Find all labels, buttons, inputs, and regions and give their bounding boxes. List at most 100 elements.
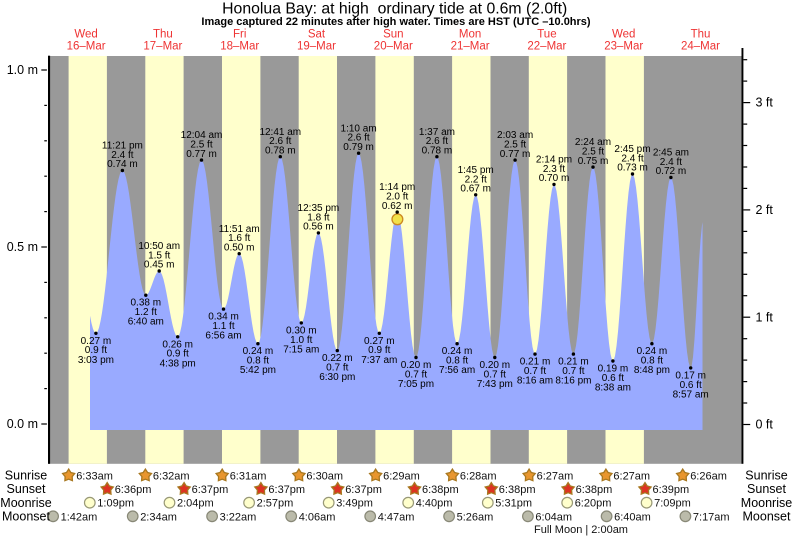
svg-text:Honolua Bay: at high ordinary: Honolua Bay: at high ordinary tide at 0.…	[222, 0, 567, 17]
svg-text:2:45 pm: 2:45 pm	[614, 144, 650, 155]
svg-text:4:06am: 4:06am	[299, 511, 336, 523]
svg-text:6:38pm: 6:38pm	[422, 484, 459, 496]
svg-text:1:09pm: 1:09pm	[97, 498, 134, 510]
svg-text:0.0 m: 0.0 m	[7, 417, 38, 431]
svg-text:5:26am: 5:26am	[457, 511, 494, 523]
svg-text:2.6 ft: 2.6 ft	[347, 133, 369, 144]
svg-text:Moonset: Moonset	[743, 510, 791, 524]
svg-text:1:37 am: 1:37 am	[419, 127, 455, 138]
svg-text:6:26am: 6:26am	[690, 471, 727, 483]
svg-text:6:40am: 6:40am	[614, 511, 651, 523]
svg-text:1.5 ft: 1.5 ft	[148, 251, 170, 262]
svg-text:0.7 ft: 0.7 ft	[484, 369, 506, 380]
svg-text:7:15 am: 7:15 am	[283, 344, 319, 355]
svg-text:10:50 am: 10:50 am	[138, 241, 180, 252]
svg-text:20–Mar: 20–Mar	[374, 41, 413, 53]
svg-text:7:05 pm: 7:05 pm	[398, 379, 434, 390]
svg-text:2.5 ft: 2.5 ft	[504, 140, 526, 151]
svg-text:6:33am: 6:33am	[76, 471, 113, 483]
svg-text:Sunset: Sunset	[747, 482, 786, 496]
svg-text:0.8 ft: 0.8 ft	[641, 356, 663, 367]
svg-text:0.21 m: 0.21 m	[520, 357, 551, 368]
svg-text:Sunrise: Sunrise	[5, 469, 47, 483]
svg-text:Image captured 22 minutes afte: Image captured 22 minutes after high wat…	[201, 16, 591, 28]
svg-text:1:10 am: 1:10 am	[341, 123, 377, 134]
svg-text:23–Mar: 23–Mar	[604, 41, 643, 53]
svg-text:2.4 ft: 2.4 ft	[660, 157, 682, 168]
svg-text:0.26 m: 0.26 m	[162, 339, 193, 350]
svg-text:2.4 ft: 2.4 ft	[111, 150, 133, 161]
svg-text:0.20 m: 0.20 m	[401, 360, 432, 371]
svg-text:0.6 ft: 0.6 ft	[602, 373, 624, 384]
svg-text:3:22am: 3:22am	[220, 511, 257, 523]
svg-text:Tue: Tue	[537, 29, 556, 41]
svg-text:Full Moon | 2:00am: Full Moon | 2:00am	[534, 524, 628, 536]
svg-text:6:37pm: 6:37pm	[268, 484, 305, 496]
svg-text:0.45 m: 0.45 m	[144, 260, 175, 271]
svg-text:Sunset: Sunset	[7, 482, 46, 496]
svg-text:1.8 ft: 1.8 ft	[307, 212, 329, 223]
svg-text:0.62 m: 0.62 m	[382, 201, 413, 212]
svg-text:7:37 am: 7:37 am	[361, 355, 397, 366]
svg-text:0.78 m: 0.78 m	[265, 145, 296, 156]
svg-text:0.24 m: 0.24 m	[243, 346, 274, 357]
svg-text:0.72 m: 0.72 m	[656, 166, 687, 177]
svg-text:3:49pm: 3:49pm	[336, 498, 373, 510]
svg-text:Wed: Wed	[612, 29, 635, 41]
svg-text:Moonrise: Moonrise	[0, 496, 51, 510]
svg-text:0.30 m: 0.30 m	[286, 325, 317, 336]
svg-text:1.1 ft: 1.1 ft	[212, 321, 234, 332]
svg-text:1.0 ft: 1.0 ft	[290, 335, 312, 346]
svg-text:8:16 pm: 8:16 pm	[555, 376, 591, 387]
svg-text:2.2 ft: 2.2 ft	[465, 174, 487, 185]
svg-text:2:57pm: 2:57pm	[257, 498, 294, 510]
svg-text:0.27 m: 0.27 m	[364, 336, 395, 347]
svg-text:4:40pm: 4:40pm	[416, 498, 453, 510]
svg-text:0.77 m: 0.77 m	[186, 149, 217, 160]
svg-text:0.19 m: 0.19 m	[598, 364, 629, 375]
svg-text:0.6 ft: 0.6 ft	[680, 380, 702, 391]
svg-text:0.7 ft: 0.7 ft	[562, 366, 584, 377]
svg-text:0.5 m: 0.5 m	[7, 240, 38, 254]
svg-text:6:36pm: 6:36pm	[115, 484, 152, 496]
svg-text:1.2 ft: 1.2 ft	[135, 307, 157, 318]
svg-text:3 ft: 3 ft	[756, 95, 774, 109]
svg-text:6:27am: 6:27am	[537, 471, 574, 483]
svg-text:0.73 m: 0.73 m	[617, 163, 648, 174]
svg-text:Thu: Thu	[153, 29, 173, 41]
svg-text:6:30 pm: 6:30 pm	[319, 372, 355, 383]
svg-text:0.27 m: 0.27 m	[81, 336, 112, 347]
svg-text:6:40 am: 6:40 am	[128, 317, 164, 328]
svg-text:12:41 am: 12:41 am	[259, 127, 301, 138]
svg-text:19–Mar: 19–Mar	[297, 41, 336, 53]
svg-text:0.56 m: 0.56 m	[303, 222, 334, 233]
svg-text:0.20 m: 0.20 m	[480, 360, 511, 371]
svg-text:2.3 ft: 2.3 ft	[543, 164, 565, 175]
svg-text:2.6 ft: 2.6 ft	[426, 136, 448, 147]
svg-text:2.0 ft: 2.0 ft	[386, 192, 408, 203]
svg-text:Mon: Mon	[459, 29, 481, 41]
svg-text:Moonset: Moonset	[2, 510, 50, 524]
svg-text:0 ft: 0 ft	[756, 418, 774, 432]
svg-text:0.24 m: 0.24 m	[637, 346, 668, 357]
svg-text:Moonrise: Moonrise	[741, 496, 792, 510]
svg-text:0.50 m: 0.50 m	[224, 242, 255, 253]
svg-text:1 ft: 1 ft	[756, 310, 774, 324]
svg-text:8:57 am: 8:57 am	[673, 389, 709, 400]
svg-text:6:56 am: 6:56 am	[205, 331, 241, 342]
svg-text:8:38 am: 8:38 am	[595, 383, 631, 394]
svg-text:2.5 ft: 2.5 ft	[582, 147, 604, 158]
svg-text:0.9 ft: 0.9 ft	[85, 345, 107, 356]
svg-text:Sun: Sun	[383, 29, 403, 41]
svg-text:0.8 ft: 0.8 ft	[247, 356, 269, 367]
svg-text:5:42 pm: 5:42 pm	[240, 365, 276, 376]
svg-text:1.6 ft: 1.6 ft	[228, 233, 250, 244]
svg-text:0.17 m: 0.17 m	[675, 370, 706, 381]
svg-text:1:45 pm: 1:45 pm	[458, 165, 494, 176]
svg-text:17–Mar: 17–Mar	[143, 41, 182, 53]
svg-text:11:21 pm: 11:21 pm	[102, 141, 143, 152]
svg-text:3:03 pm: 3:03 pm	[78, 355, 114, 366]
svg-text:Fri: Fri	[233, 29, 246, 41]
svg-text:6:04am: 6:04am	[535, 511, 572, 523]
svg-text:6:38pm: 6:38pm	[576, 484, 613, 496]
